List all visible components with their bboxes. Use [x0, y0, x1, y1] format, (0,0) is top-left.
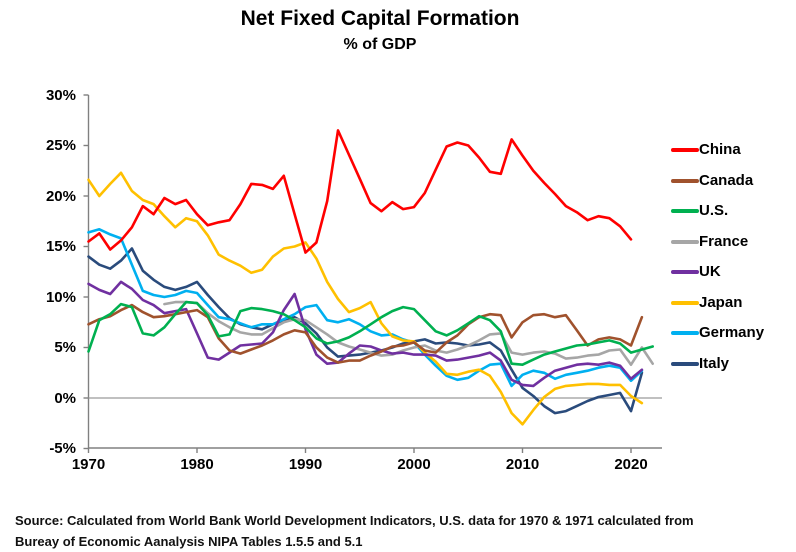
legend-label: China	[699, 141, 741, 158]
legend-label: Italy	[699, 354, 730, 372]
legend-item-us: U.S.	[671, 203, 728, 219]
series-line-japan	[87, 171, 644, 426]
x-tick-label: 2010	[505, 456, 540, 473]
series-line-france	[163, 300, 655, 367]
legend-item-italy: Italy	[671, 354, 730, 372]
legend-label: Germany	[699, 324, 765, 341]
legend-swatch-icon	[671, 300, 699, 305]
chart-title: Net Fixed Capital Formation	[240, 7, 520, 30]
y-tick-label: -5%	[49, 440, 76, 457]
legend-item-japan: Japan	[671, 293, 743, 311]
legend-item-china: China	[671, 142, 741, 158]
legend-item-germany: Germany	[671, 325, 764, 341]
series-line-uk	[87, 280, 644, 388]
legend-swatch-icon	[671, 270, 699, 274]
legend-swatch-icon	[671, 178, 699, 183]
legend-label: UK	[699, 263, 721, 280]
y-tick-label: 15%	[45, 238, 76, 255]
legend-item-france: France	[671, 232, 749, 250]
x-tick-label: 2000	[397, 456, 431, 473]
y-tick-label: 10%	[45, 288, 76, 306]
legend-label: Japan	[699, 293, 743, 311]
legend-label: U.S.	[699, 202, 729, 219]
legend-swatch-icon	[671, 148, 699, 152]
legend-label: Canada	[699, 171, 754, 189]
series-line-us	[87, 300, 655, 367]
y-tick-label: 25%	[45, 137, 76, 154]
chart-subtitle: % of GDP	[343, 36, 417, 53]
y-tick-label: 0%	[54, 389, 76, 407]
series-line-italy	[87, 247, 644, 415]
series-line-canada	[87, 303, 644, 364]
x-tick-label: 1980	[180, 456, 214, 473]
legend-swatch-icon	[671, 209, 699, 213]
legend-label: France	[699, 232, 749, 250]
legend-item-canada: Canada	[671, 171, 754, 189]
series-line-germany	[87, 228, 644, 388]
y-tick-label: 20%	[45, 187, 76, 205]
x-tick-label: 1970	[71, 456, 106, 473]
legend-swatch-icon	[671, 361, 699, 366]
legend-item-uk: UK	[671, 264, 721, 280]
source-note-line2: Bureay of Economic Aanalysis NIPA Tables…	[15, 534, 363, 549]
y-tick-label: 30%	[45, 86, 76, 104]
legend-swatch-icon	[671, 331, 699, 335]
x-tick-label: 1990	[288, 456, 323, 473]
legend-swatch-icon	[671, 239, 699, 244]
series-line-china	[87, 129, 633, 254]
x-tick-label: 2020	[614, 456, 648, 473]
source-note-line1: Source: Calculated from World Bank World…	[15, 513, 694, 528]
y-tick-label: 5%	[54, 339, 76, 356]
